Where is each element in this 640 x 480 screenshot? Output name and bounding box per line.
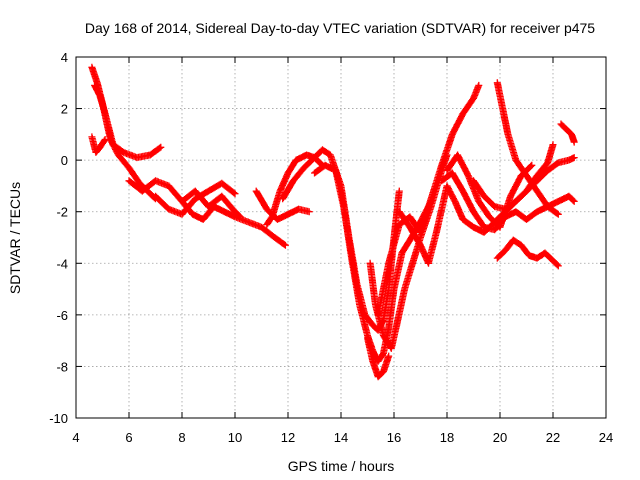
y-tick-label: -8 (56, 359, 68, 374)
data-point-markers (88, 63, 159, 203)
x-tick-label: 4 (72, 430, 79, 445)
chart-title: Day 168 of 2014, Sidereal Day-to-day VTE… (85, 20, 595, 36)
data-point-markers (493, 236, 562, 270)
x-axis-label: GPS time / hours (288, 458, 395, 474)
series-arc-13 (374, 81, 483, 319)
series-arc-6 (178, 197, 289, 249)
series-arc-4 (125, 177, 244, 221)
series-arc-17 (470, 141, 557, 213)
series-arc-11 (364, 334, 393, 381)
x-tick-labels: 4 6 8 10 12 14 16 18 20 22 24 (72, 430, 613, 445)
series-arc-1 (88, 63, 159, 203)
y-tick-label: 0 (61, 153, 68, 168)
y-tick-labels: 4 2 0 -2 -4 -6 -8 -10 (49, 50, 68, 426)
y-tick-label: -4 (56, 256, 68, 271)
x-tick-label: 12 (281, 430, 295, 445)
series-arc-20 (557, 120, 578, 146)
y-tick-label: -2 (56, 205, 68, 220)
data-point-markers (91, 81, 165, 162)
x-tick-label: 24 (599, 430, 613, 445)
data-point-markers (470, 141, 557, 213)
data-point-markers (443, 151, 536, 231)
data-point-markers (557, 120, 578, 146)
series-arc-8 (263, 151, 326, 229)
y-axis-label: SDTVAR / TECUs (7, 182, 23, 294)
grid-lines (76, 57, 606, 418)
data-point-markers (125, 177, 244, 221)
series-arc-2 (91, 81, 165, 162)
data-point-markers (152, 179, 239, 218)
series-arc-3 (88, 133, 109, 156)
x-tick-label: 20 (493, 430, 507, 445)
x-tick-label: 6 (125, 430, 132, 445)
x-tick-label: 14 (334, 430, 348, 445)
y-tick-label: -6 (56, 308, 68, 323)
y-tick-label: 4 (61, 50, 68, 65)
data-point-markers (263, 151, 326, 229)
x-tick-label: 22 (546, 430, 560, 445)
x-tick-label: 10 (228, 430, 242, 445)
series-arc-5 (152, 179, 239, 218)
x-tick-label: 16 (387, 430, 401, 445)
y-tick-label: -10 (49, 411, 68, 426)
data-point-markers (311, 161, 435, 365)
series-arc-19 (493, 236, 562, 270)
x-tick-label: 8 (178, 430, 185, 445)
y-tick-label: 2 (61, 102, 68, 117)
series-arc-10 (311, 161, 435, 365)
data-markers (88, 63, 578, 381)
series-arc-16 (443, 151, 536, 231)
data-point-markers (88, 133, 109, 156)
axis-ticks (75, 56, 607, 419)
data-point-markers (493, 79, 562, 218)
data-point-markers (364, 334, 393, 381)
series-arc-18 (493, 79, 562, 218)
x-tick-label: 18 (440, 430, 454, 445)
data-point-markers (374, 81, 483, 319)
data-point-markers (178, 197, 289, 249)
